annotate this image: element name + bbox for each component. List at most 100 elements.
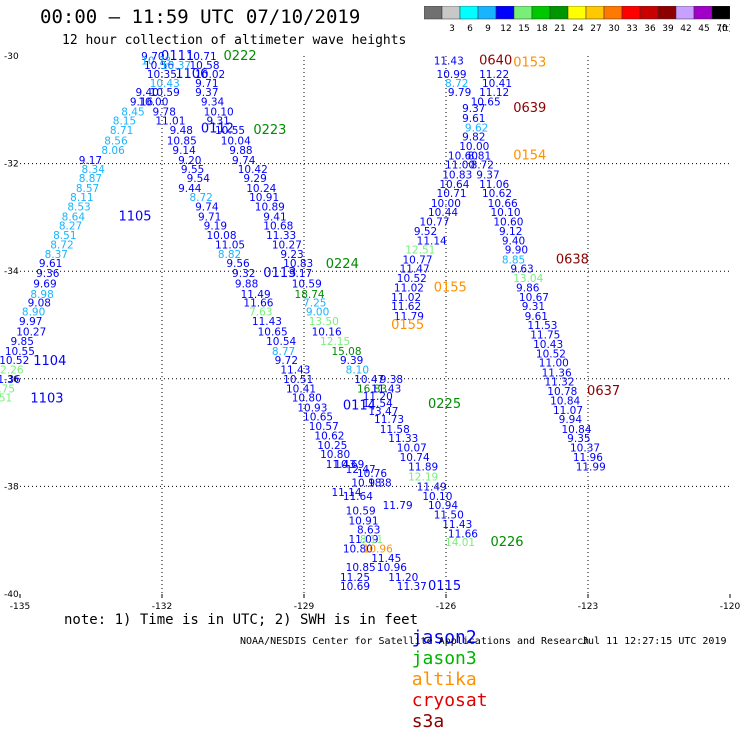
wave-height-label: 12.19 <box>408 472 438 484</box>
wave-height-label: 9.62 <box>465 123 488 135</box>
x-tick-label: -135 <box>10 602 30 612</box>
wave-height-label: 8.85 <box>502 254 525 266</box>
wave-height-label: 10.67 <box>519 292 549 304</box>
wave-height-label: 9.90 <box>505 245 528 257</box>
wave-height-label: 9.16 <box>130 97 154 109</box>
wave-height-label: 10.80 <box>292 393 322 405</box>
wave-height-label: 10.84 <box>550 395 580 407</box>
scale-label: 24 <box>572 24 584 34</box>
wave-height-label: 9.61 <box>462 113 485 125</box>
wave-height-label: 10.62 <box>314 430 344 442</box>
wave-height-label: 9.39 <box>340 355 363 367</box>
wave-height-label: 9.29 <box>243 173 266 185</box>
wave-height-label: 11.36 <box>0 374 21 386</box>
y-tick-label: -30 <box>4 52 19 62</box>
wave-height-label: 8.53 <box>67 202 90 214</box>
wave-height-label: 9.74 <box>195 202 219 214</box>
wave-height-label: 9.12 <box>499 226 522 238</box>
wave-height-label: 11.50 <box>434 509 464 521</box>
wave-height-label: 10.37 <box>161 60 191 72</box>
wave-height-label: 11.00 <box>445 160 475 172</box>
wave-height-label: 10.07 <box>397 443 427 455</box>
footer-credit: NOAA/NESDIS Center for Satellite Applica… <box>240 636 590 647</box>
wave-height-label: 10.60 <box>448 151 478 163</box>
y-tick-label: -38 <box>4 482 19 492</box>
wave-height-label: 10.59 <box>150 87 180 99</box>
wave-height-label: 10.16 <box>312 326 342 338</box>
x-tick-label: -129 <box>294 602 315 612</box>
wave-height-label: 7.63 <box>249 307 272 319</box>
wave-height-label: 10.43 <box>150 78 180 90</box>
wave-height-label: 10.80 <box>343 543 373 555</box>
wave-height-label: 8.51 <box>53 230 76 242</box>
wave-height-label: 11.07 <box>553 405 583 417</box>
wave-height-label: 10.37 <box>570 443 600 455</box>
pass-time-label: 1104 <box>33 354 66 369</box>
wave-height-label: 10.96 <box>363 543 393 555</box>
satellite-legend: jason2 jason3 altika cryosat s3a <box>390 606 494 732</box>
wave-height-label: 9.32 <box>232 268 255 280</box>
wave-height-label: 11.99 <box>576 461 606 473</box>
wave-height-label: 9.88 <box>229 145 252 157</box>
wave-height-label: 10.52 <box>397 273 427 285</box>
scale-label: 45 <box>698 24 709 34</box>
wave-height-label: 10.57 <box>309 421 339 433</box>
page-subtitle: 12 hour collection of altimeter wave hei… <box>62 33 407 48</box>
wave-height-label: 9.34 <box>201 97 225 109</box>
wave-height-label: 8.71 <box>110 125 133 137</box>
wave-height-label: 9.19 <box>204 220 227 232</box>
pass-time-label: 0112 <box>201 122 234 137</box>
wave-height-label: 8.11 <box>70 192 93 204</box>
wave-height-label: 10.89 <box>255 202 285 214</box>
wave-height-label: 9.85 <box>11 336 34 348</box>
pass-time-label: 0222 <box>224 49 257 64</box>
wave-height-label: 10.10 <box>422 491 452 503</box>
wave-height-label: 10.08 <box>206 230 236 242</box>
wave-height-label: 10.94 <box>428 500 458 512</box>
wave-height-label: 10.10 <box>204 106 234 118</box>
wave-height-label: 10.71 <box>437 188 467 200</box>
wave-height-label: 11.33 <box>388 433 418 445</box>
wave-height-label: 9.86 <box>516 282 540 294</box>
scale-label: 12 <box>500 24 511 34</box>
wave-height-label: 10.18 <box>351 478 381 490</box>
wave-height-label: 11.43 <box>371 383 401 395</box>
wave-height-label: 9.17 <box>289 268 312 280</box>
wave-height-label: 11.43 <box>280 365 310 377</box>
wave-height-label: 10.93 <box>297 402 327 414</box>
wave-height-label: 9.40 <box>135 87 158 99</box>
wave-height-label: 8.72 <box>50 239 73 251</box>
wave-height-label: 10.77 <box>402 254 432 266</box>
wave-height-label: 10.80 <box>320 449 350 461</box>
wave-height-label: 9.72 <box>275 355 298 367</box>
wave-height-label: 8.72 <box>189 192 212 204</box>
wave-height-label: 11.09 <box>348 534 378 546</box>
wave-height-label: 16.83 <box>357 383 387 395</box>
wave-height-label: 8.45 <box>121 106 144 118</box>
scale-label: 18 <box>536 24 548 34</box>
wave-height-label: 9.31 <box>206 116 229 128</box>
wave-height-label: 9.69 <box>33 279 56 291</box>
scale-label: 21 <box>554 24 565 34</box>
wave-height-label: 10.65 <box>258 326 288 338</box>
pass-time-label: 0155 <box>391 318 424 333</box>
pass-time-label: 0637 <box>587 384 620 399</box>
scale-label: 30 <box>608 24 620 34</box>
pass-time-label: 0640 <box>479 53 512 68</box>
pass-time-label: 0638 <box>556 252 589 267</box>
wave-height-label: 10.66 <box>488 198 518 210</box>
wave-height-label: 10.62 <box>482 188 512 200</box>
wave-height-label: 11.20 <box>388 572 418 584</box>
wave-height-label: 18.74 <box>295 289 325 301</box>
wave-height-label: 10.43 <box>533 339 563 351</box>
wave-height-label: 9.78 <box>153 106 176 118</box>
wave-height-label: 9.37 <box>195 87 218 99</box>
wave-height-label: 9.63 <box>510 264 533 276</box>
wave-height-label: 9.20 <box>178 155 201 167</box>
scale-label: 70 <box>716 24 728 34</box>
wave-height-label: 9.52 <box>414 226 437 238</box>
pass-time-label: 1105 <box>118 209 151 224</box>
wave-height-label: 9.82 <box>462 132 485 144</box>
y-tick-label: -36 <box>4 375 19 385</box>
wave-height-label: 10.52 <box>536 349 566 361</box>
